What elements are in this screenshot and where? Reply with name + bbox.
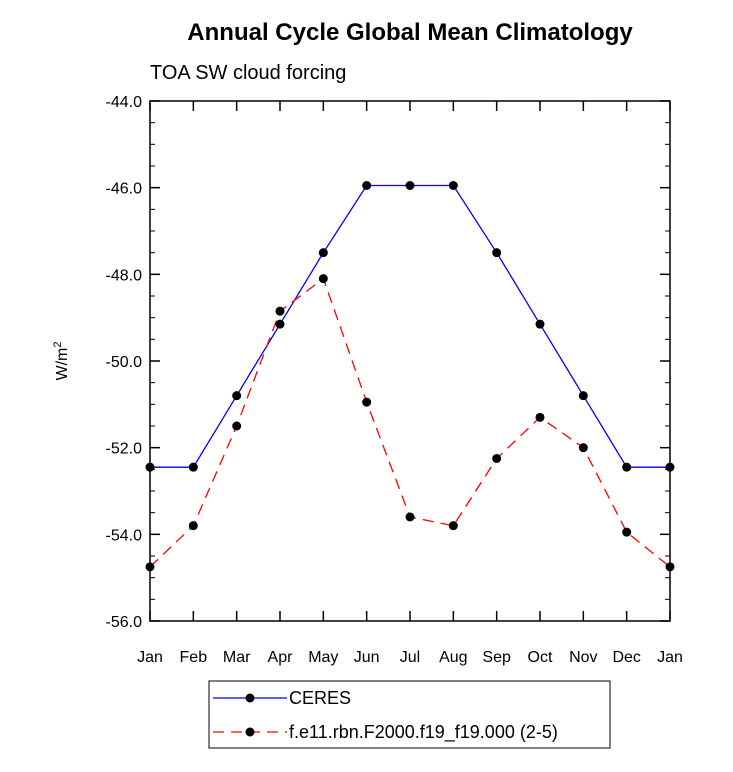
- legend-label-1: f.e11.rbn.F2000.f19_f19.000 (2-5): [289, 722, 558, 743]
- y-tick-label: -48.0: [106, 267, 143, 284]
- series-1-point: [578, 443, 588, 453]
- chart-subtitle: TOA SW cloud forcing: [150, 62, 346, 84]
- series-0-point: [622, 462, 632, 472]
- series-1-point: [622, 527, 632, 537]
- series-0-point: [535, 319, 545, 329]
- series-line-1: [149, 277, 671, 568]
- series-1-point: [665, 562, 675, 572]
- series-1-point: [535, 412, 545, 422]
- series-0-point: [275, 319, 285, 329]
- y-axis-label: W/m2: [52, 342, 71, 381]
- series-markers: [145, 181, 675, 572]
- legend-marker-0: [245, 693, 255, 703]
- series-0-point: [448, 181, 458, 190]
- x-tick-label: Jul: [400, 649, 420, 666]
- x-tick-label: Apr: [268, 649, 294, 666]
- series-0-point: [232, 391, 242, 401]
- legend-label-0: CERES: [289, 688, 351, 708]
- series-0-point: [665, 462, 675, 472]
- series-line-0: [150, 184, 670, 468]
- y-tick-label: -50.0: [106, 354, 143, 371]
- y-tick-label: -52.0: [106, 441, 143, 458]
- series-0-point: [405, 181, 415, 190]
- x-tick-label: Jan: [137, 649, 163, 666]
- y-tick-label: -46.0: [106, 181, 143, 198]
- series-0-point: [492, 248, 502, 258]
- x-tick-label: Dec: [612, 649, 640, 666]
- x-tick-label: Mar: [223, 649, 251, 666]
- y-tick-label: -44.0: [106, 94, 143, 111]
- x-tick-label: Jan: [657, 649, 683, 666]
- series-1-point: [405, 512, 415, 522]
- x-tick-label: Oct: [528, 649, 553, 666]
- y-tick-label: -56.0: [106, 614, 143, 631]
- series-1-point: [145, 562, 155, 572]
- series-1-point: [232, 421, 242, 431]
- series-1-point: [492, 454, 502, 463]
- x-tick-label: Feb: [180, 649, 208, 666]
- series-0-point: [145, 462, 155, 472]
- series-1-point: [188, 521, 198, 531]
- series-1-point: [318, 274, 328, 284]
- series-0-point: [188, 462, 198, 472]
- x-tick-label: Jun: [354, 649, 380, 666]
- y-tick-label: -54.0: [106, 527, 143, 544]
- series-1-point: [362, 397, 372, 407]
- series-0-point: [318, 248, 328, 258]
- series-0-point: [578, 391, 588, 401]
- x-tick-label: Nov: [569, 649, 597, 666]
- series-0-point: [362, 181, 372, 190]
- series-1-point: [275, 306, 285, 316]
- x-tick-label: Sep: [482, 649, 511, 666]
- axis-ticks: -56.0 -54.0 -52.0 -50.0 -48.0 -46.0 -44.0 Jan Fe…: [106, 94, 683, 666]
- chart-title: Annual Cycle Global Mean Climatology: [187, 19, 633, 46]
- series-1-point: [448, 521, 458, 531]
- legend-marker-1: [245, 727, 255, 737]
- series-lines: [149, 184, 671, 568]
- plot-frame: [149, 100, 671, 622]
- legend-box: [208, 680, 611, 749]
- x-tick-label: May: [308, 649, 338, 666]
- x-tick-label: Aug: [439, 649, 467, 666]
- legend: CERES f.e11.rbn.F2000.f19_f19.000 (2-5): [213, 688, 558, 743]
